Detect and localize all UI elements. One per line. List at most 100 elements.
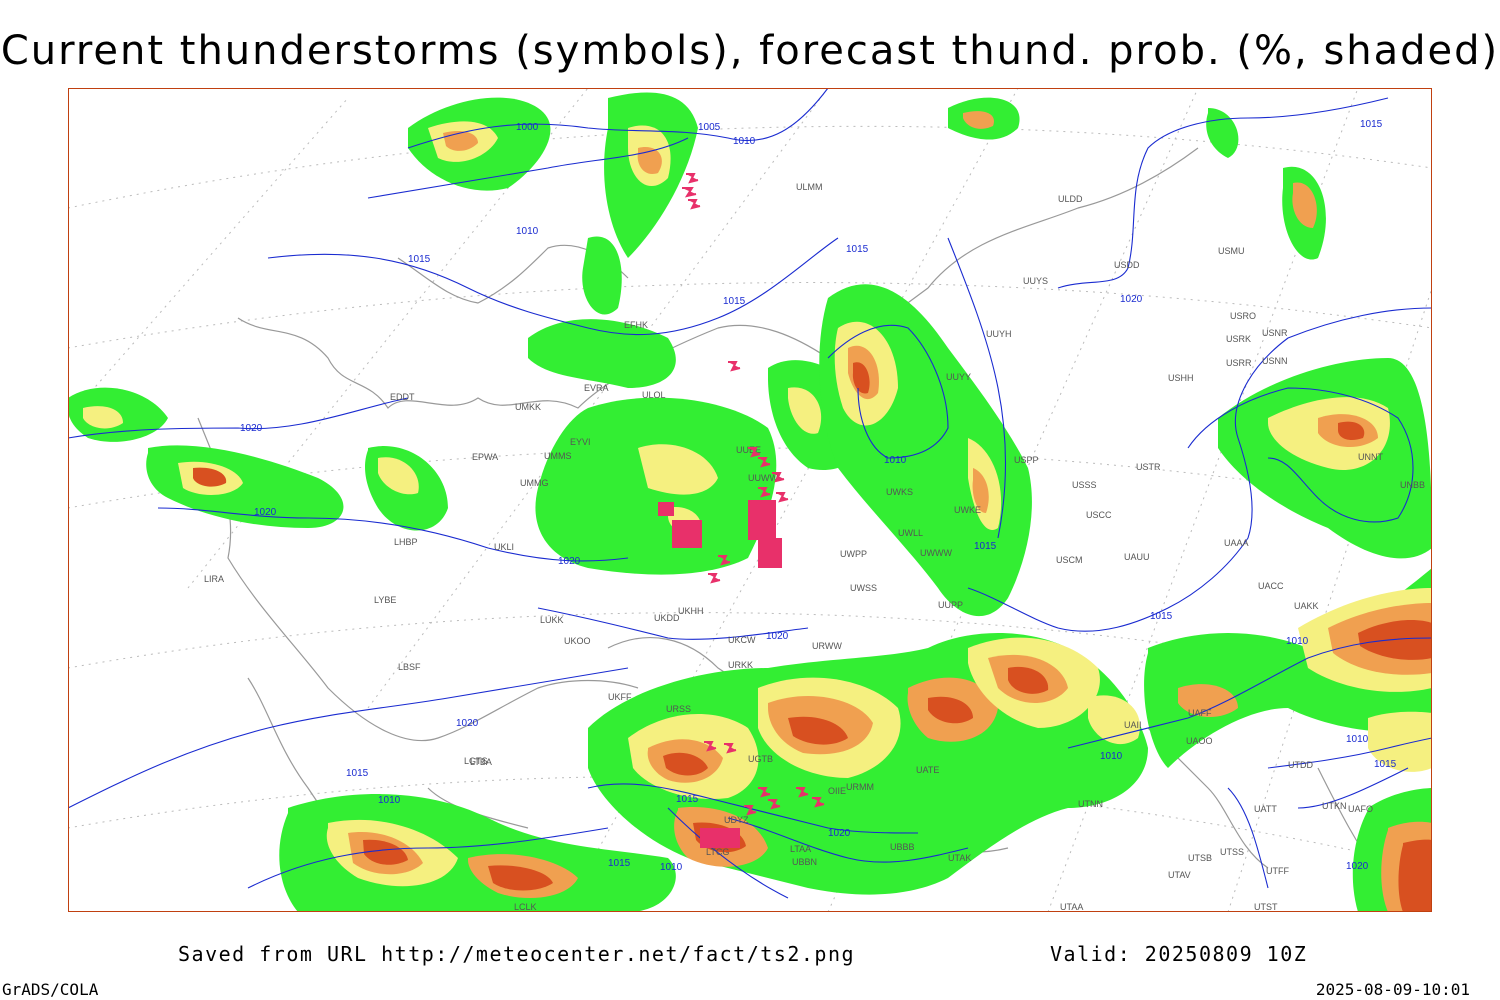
storm-symbol <box>708 555 731 584</box>
storm-symbol <box>744 805 757 816</box>
station-label: UGTB <box>748 754 773 764</box>
station-label: UAFF <box>1188 708 1212 718</box>
isobar-label: 1010 <box>733 136 756 147</box>
station-label: USHH <box>1168 373 1194 383</box>
station-label: UMMG <box>520 478 549 488</box>
station-label: USDD <box>1114 260 1140 270</box>
station-label: USSS <box>1072 480 1097 490</box>
station-label: EFHK <box>624 320 648 330</box>
station-label: UAUU <box>1124 552 1150 562</box>
station-label: UTFF <box>1266 866 1289 876</box>
storm-symbol <box>728 361 741 372</box>
station-label: UNBB <box>1400 480 1425 490</box>
station-label: LGTS <box>464 756 488 766</box>
station-label: UNNT <box>1358 452 1383 462</box>
station-label: USCC <box>1086 510 1112 520</box>
station-label: USMU <box>1218 246 1245 256</box>
isobar-labels: 1000 1005 1010 1010 1015 1015 1020 1020 … <box>240 119 1397 873</box>
station-label: UWKS <box>886 487 913 497</box>
station-label: UTSB <box>1188 853 1212 863</box>
station-label: UBBB <box>890 842 915 852</box>
station-label: LTCG <box>706 847 729 857</box>
station-label: UUWW <box>748 473 778 483</box>
isobar-label: 1020 <box>1346 861 1369 872</box>
station-label: LHBP <box>394 537 418 547</box>
isobar-label: 1010 <box>1100 751 1123 762</box>
map-panel: 1000 1005 1010 1010 1015 1015 1020 1020 … <box>68 88 1432 912</box>
isobar-label: 1020 <box>828 828 851 839</box>
isobar-label: 1010 <box>516 226 539 237</box>
render-timestamp: 2025-08-09-10:01 <box>1315 980 1470 999</box>
station-label: UWPP <box>840 549 867 559</box>
isobar-label: 1015 <box>1360 119 1383 130</box>
station-label: UKOO <box>564 636 591 646</box>
station-label: UWWW <box>920 548 952 558</box>
storm-symbol <box>682 173 701 210</box>
isobar-label: 1010 <box>660 862 683 873</box>
isobar-label: 1015 <box>846 244 869 255</box>
valid-time: Valid: 20250809 10Z <box>1050 942 1308 966</box>
isobar-label: 1015 <box>608 858 631 869</box>
grads-credit: GrADS/COLA <box>2 980 99 999</box>
station-label: USRO <box>1230 311 1256 321</box>
station-label: OIIE <box>828 786 846 796</box>
isobar-label: 1015 <box>346 768 369 779</box>
isobars <box>68 88 1432 899</box>
station-label: USPP <box>1014 455 1039 465</box>
station-label: UAII <box>1124 720 1142 730</box>
station-labels: ULMM ULDD USDD USMU UUYS UUYH UUYY USRO … <box>204 182 1425 912</box>
station-label: URMM <box>846 782 874 792</box>
station-label: UDYZ <box>724 815 749 825</box>
isobar-label: 1010 <box>378 795 401 806</box>
isobar-label: 1020 <box>456 718 479 729</box>
station-label: EVRA <box>584 383 609 393</box>
isobar-label: 1020 <box>766 631 789 642</box>
station-label: UACC <box>1258 581 1284 591</box>
station-label: EPWA <box>472 452 498 462</box>
station-label: LIRA <box>204 574 224 584</box>
storm-symbol <box>748 447 785 483</box>
station-label: URKK <box>728 660 753 670</box>
station-label: UWSS <box>850 583 877 593</box>
isobar-label: 1010 <box>884 455 907 466</box>
station-label: EYVI <box>570 437 591 447</box>
map-title: Current thunderstorms (symbols), forecas… <box>0 28 1500 74</box>
station-label: UTNN <box>1078 799 1103 809</box>
station-label: UTST <box>1254 902 1278 912</box>
weather-map: 1000 1005 1010 1010 1015 1015 1020 1020 … <box>68 88 1432 912</box>
isobar-label: 1020 <box>1120 294 1143 305</box>
station-label: URSS <box>666 704 691 714</box>
station-label: USCM <box>1056 555 1083 565</box>
isobar-label: 1015 <box>408 254 431 265</box>
station-label: UKHH <box>678 606 704 616</box>
station-label: UKDD <box>654 613 680 623</box>
isobar-label: 1010 <box>1286 636 1309 647</box>
isobar-label: 1020 <box>558 556 581 567</box>
station-label: UBBN <box>792 857 817 867</box>
station-label: USRK <box>1226 334 1251 344</box>
station-label: UMMS <box>544 451 572 461</box>
storm-symbol <box>704 741 737 754</box>
isobar-label: 1015 <box>1150 611 1173 622</box>
station-label: UUYY <box>946 372 971 382</box>
station-label: UAFO <box>1348 804 1373 814</box>
station-label: UTAA <box>1060 902 1083 912</box>
thunderstorm-symbols <box>658 173 825 848</box>
isobar-label: 1015 <box>1374 759 1397 770</box>
isobar-label: 1015 <box>676 794 699 805</box>
station-label: LUKK <box>540 615 564 625</box>
storm-cluster <box>758 538 782 568</box>
station-label: ULDD <box>1058 194 1083 204</box>
station-label: ULOL <box>642 390 666 400</box>
station-label: UKFF <box>608 692 632 702</box>
station-label: LYBE <box>374 595 396 605</box>
station-label: LCLK <box>514 902 537 912</box>
station-label: UUYH <box>986 329 1012 339</box>
storm-cluster <box>658 502 674 516</box>
storm-symbol <box>758 787 825 810</box>
isobar-label: 1020 <box>240 423 263 434</box>
station-label: USNR <box>1262 328 1288 338</box>
isobar-label: 1000 <box>516 122 539 133</box>
station-label: UAKK <box>1294 601 1319 611</box>
station-label: UTAK <box>948 853 971 863</box>
